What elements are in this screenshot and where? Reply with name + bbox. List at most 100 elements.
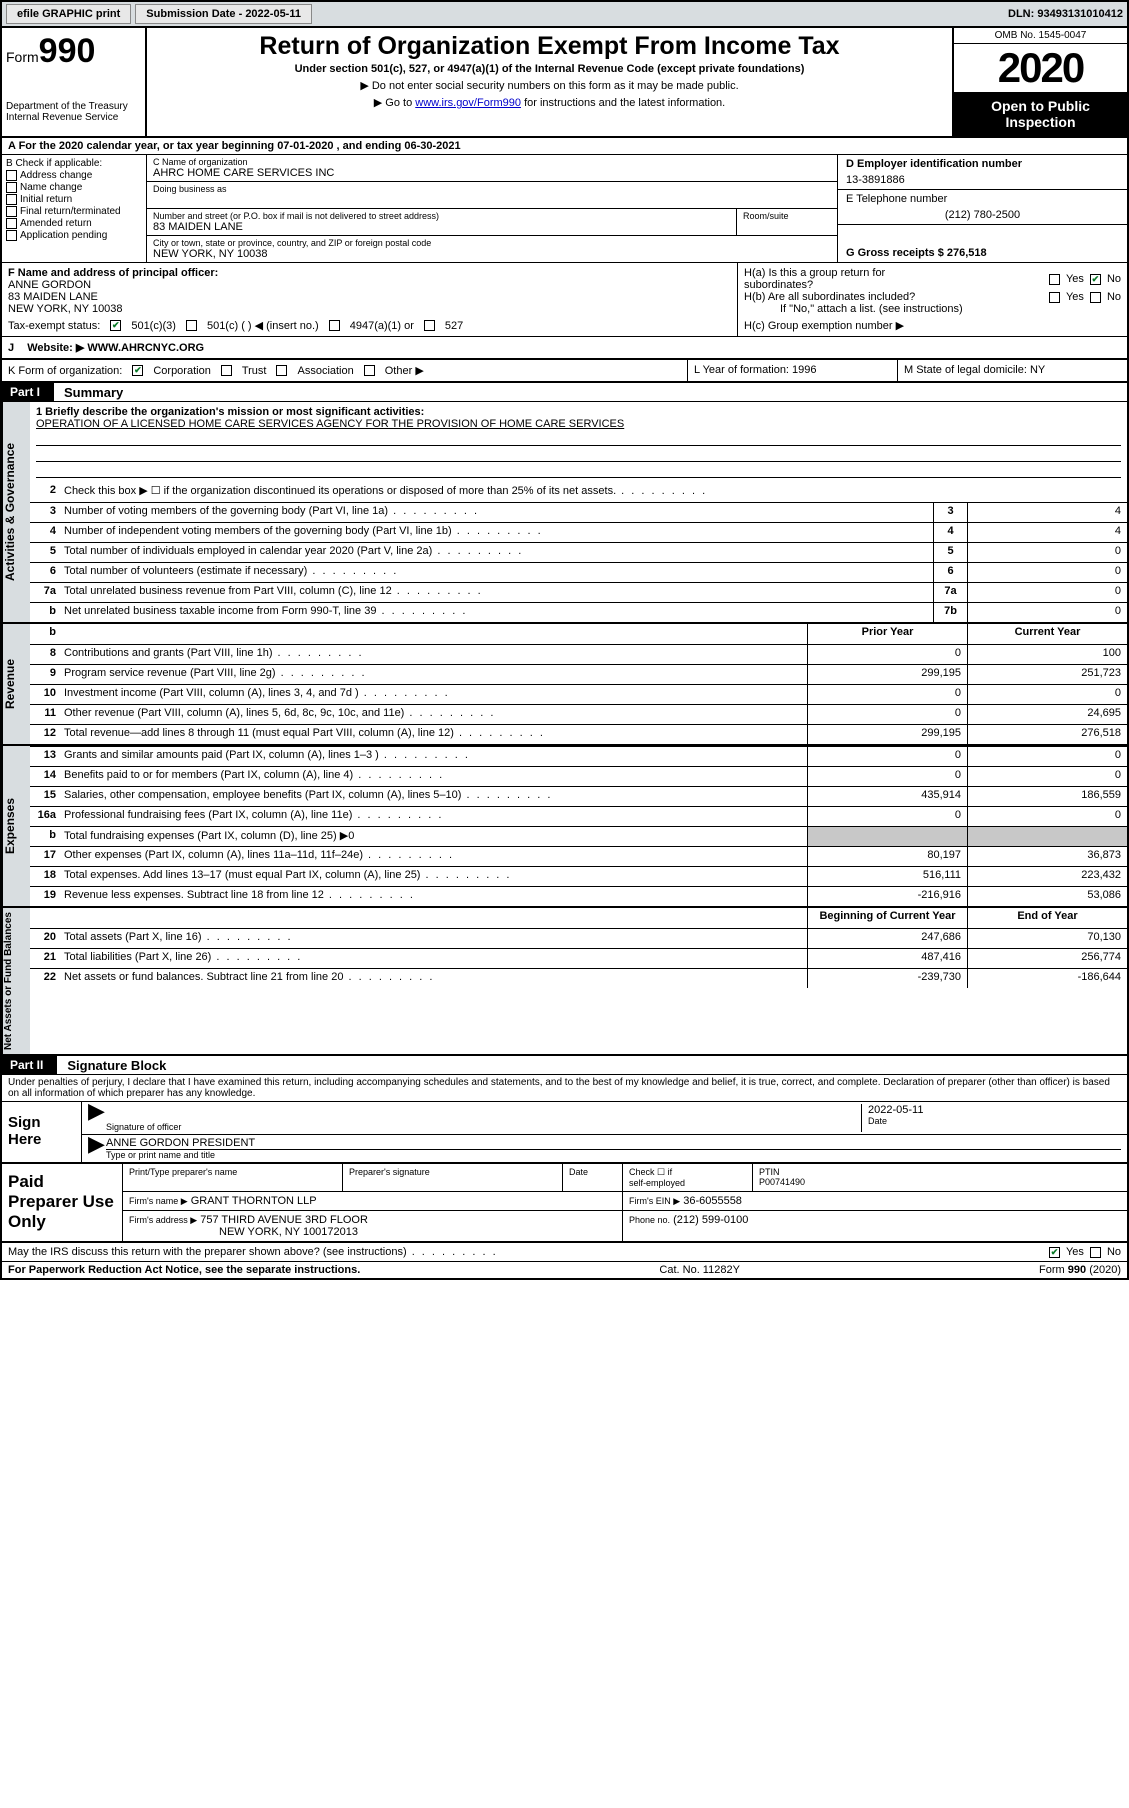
firm-name: GRANT THORNTON LLP (191, 1195, 317, 1207)
data-line: 20Total assets (Part X, line 16)247,6867… (30, 928, 1127, 948)
prep-h3: Date (563, 1164, 623, 1191)
k-label: K Form of organization: (8, 365, 122, 377)
tax-year: 2020 (954, 44, 1127, 92)
chk-501c[interactable] (186, 320, 197, 331)
ssn-note: ▶ Do not enter social security numbers o… (157, 79, 942, 92)
firm-ein: 36-6055558 (683, 1195, 742, 1207)
chk-address[interactable] (6, 170, 17, 181)
efile-button[interactable]: efile GRAPHIC print (6, 4, 131, 24)
hb-label: H(b) Are all subordinates included? (744, 291, 1049, 303)
vlabel-exp: Expenses (2, 746, 30, 906)
col-current: Current Year (967, 624, 1127, 644)
data-line: 17Other expenses (Part IX, column (A), l… (30, 846, 1127, 866)
data-line: 9Program service revenue (Part VIII, lin… (30, 664, 1127, 684)
vlabel-gov: Activities & Governance (2, 402, 30, 622)
page-footer: For Paperwork Reduction Act Notice, see … (2, 1262, 1127, 1278)
lbl-name: Name change (20, 182, 82, 193)
gov-line: 5Total number of individuals employed in… (30, 542, 1127, 562)
street-address: 83 MAIDEN LANE (153, 221, 730, 233)
officer-name: ANNE GORDON (8, 279, 731, 291)
chk-ha-yes[interactable] (1049, 274, 1060, 285)
chk-other[interactable] (364, 365, 375, 376)
sign-here-label: Sign Here (2, 1102, 82, 1162)
website: Website: ▶ WWW.AHRCNYC.ORG (27, 342, 204, 354)
chk-hb-yes[interactable] (1049, 292, 1060, 303)
data-line: 18Total expenses. Add lines 13–17 (must … (30, 866, 1127, 886)
open-public: Open to Public Inspection (954, 92, 1127, 136)
chk-name[interactable] (6, 182, 17, 193)
sig-arrow-icon-2: ▶ (88, 1137, 106, 1160)
chk-corp[interactable] (132, 365, 143, 376)
lbl-no2: No (1107, 291, 1121, 303)
chk-ha-no[interactable] (1090, 274, 1101, 285)
data-line: 15Salaries, other compensation, employee… (30, 786, 1127, 806)
discuss-text: May the IRS discuss this return with the… (8, 1246, 1049, 1258)
chk-trust[interactable] (221, 365, 232, 376)
tax-exempt-label: Tax-exempt status: (8, 320, 100, 332)
tax-period: A For the 2020 calendar year, or tax yea… (2, 138, 1127, 155)
row-f-h: F Name and address of principal officer:… (2, 263, 1127, 337)
irs-link[interactable]: www.irs.gov/Form990 (415, 97, 521, 109)
part-i-header: Part I Summary (2, 383, 1127, 402)
ein-label: D Employer identification number (846, 158, 1119, 170)
sig-date-label: Date (868, 1116, 1121, 1126)
dba-label: Doing business as (153, 184, 831, 194)
box-b: B Check if applicable: Address change Na… (2, 155, 147, 262)
chk-initial[interactable] (6, 194, 17, 205)
header-left: Form990 Department of the Treasury Inter… (2, 28, 147, 136)
chk-501c3[interactable] (110, 320, 121, 331)
lbl-yes2: Yes (1066, 291, 1084, 303)
chk-discuss-no[interactable] (1090, 1247, 1101, 1258)
note-prefix: ▶ Go to (374, 97, 415, 109)
link-note: ▶ Go to www.irs.gov/Form990 for instruct… (157, 96, 942, 109)
form-number: Form990 (6, 32, 141, 71)
lbl-yes: Yes (1066, 273, 1084, 285)
footer-mid: Cat. No. 11282Y (360, 1264, 1039, 1276)
mission-q: 1 Briefly describe the organization's mi… (36, 406, 1121, 418)
suite-label: Room/suite (743, 211, 831, 221)
ha-label: H(a) Is this a group return for (744, 267, 885, 279)
lbl-assoc: Association (297, 365, 353, 377)
gross-receipts: G Gross receipts $ 276,518 (846, 247, 987, 259)
header-right: OMB No. 1545-0047 2020 Open to Public In… (952, 28, 1127, 136)
chk-final[interactable] (6, 206, 17, 217)
chk-assoc[interactable] (276, 365, 287, 376)
col-end: End of Year (967, 908, 1127, 928)
lbl-527: 527 (445, 320, 463, 332)
header-center: Return of Organization Exempt From Incom… (147, 28, 952, 136)
lbl-corp: Corporation (153, 365, 210, 377)
data-line: 16aProfessional fundraising fees (Part I… (30, 806, 1127, 826)
footer-left: For Paperwork Reduction Act Notice, see … (8, 1264, 360, 1276)
chk-amended[interactable] (6, 218, 17, 229)
gov-line: 6Total number of volunteers (estimate if… (30, 562, 1127, 582)
row-j: J Website: ▶ WWW.AHRCNYC.ORG (2, 337, 1127, 360)
chk-hb-no[interactable] (1090, 292, 1101, 303)
chk-527[interactable] (424, 320, 435, 331)
firm-addr-label: Firm's address ▶ (129, 1215, 197, 1225)
part-i-tag: Part I (2, 383, 54, 401)
prep-h5: PTINP00741490 (753, 1164, 1127, 1191)
gov-line: 7aTotal unrelated business revenue from … (30, 582, 1127, 602)
lbl-initial: Initial return (20, 194, 72, 205)
gov-line: 2Check this box ▶ ☐ if the organization … (30, 482, 1127, 502)
data-line: bTotal fundraising expenses (Part IX, co… (30, 826, 1127, 846)
firm-addr1: 757 THIRD AVENUE 3RD FLOOR (200, 1214, 368, 1226)
lbl-501c: 501(c) ( ) ◀ (insert no.) (207, 319, 319, 332)
vlabel-net: Net Assets or Fund Balances (2, 908, 30, 1054)
form-header: Form990 Department of the Treasury Inter… (2, 28, 1127, 138)
officer-printed-name: ANNE GORDON PRESIDENT (106, 1137, 1121, 1149)
chk-4947[interactable] (329, 320, 340, 331)
lbl-trust: Trust (242, 365, 267, 377)
firm-phone-label: Phone no. (629, 1215, 670, 1225)
chk-pending[interactable] (6, 230, 17, 241)
footer-right: Form 990 (2020) (1039, 1264, 1121, 1276)
lbl-pending: Application pending (20, 230, 107, 241)
signature-block: Sign Here ▶ Signature of officer 2022-05… (2, 1102, 1127, 1164)
box-d: D Employer identification number 13-3891… (837, 155, 1127, 262)
lbl-amended: Amended return (20, 218, 92, 229)
city-label: City or town, state or province, country… (153, 238, 831, 248)
data-line: 11Other revenue (Part VIII, column (A), … (30, 704, 1127, 724)
summary-exp: Expenses 13Grants and similar amounts pa… (2, 746, 1127, 908)
gov-line: 3Number of voting members of the governi… (30, 502, 1127, 522)
chk-discuss-yes[interactable] (1049, 1247, 1060, 1258)
